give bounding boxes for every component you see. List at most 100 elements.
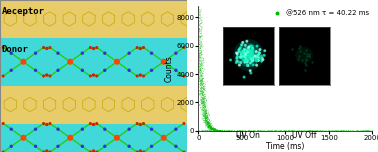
Point: [209, 128, 215, 131]
Point: [196, 16, 202, 18]
Point: [199, 45, 205, 47]
Point: [219, 129, 225, 132]
Point: [195, 54, 201, 57]
Point: [199, 56, 205, 59]
Point: [211, 128, 217, 131]
Point: [196, 54, 202, 56]
Point: [207, 123, 213, 125]
Point: [204, 115, 210, 118]
Point: [200, 110, 206, 113]
Point: [199, 77, 205, 79]
Point: [204, 123, 210, 125]
Point: [215, 129, 222, 131]
Point: [199, 101, 205, 103]
Point: [213, 129, 219, 132]
Point: [196, 11, 202, 13]
Point: [204, 120, 210, 123]
Point: [235, 130, 242, 132]
Point: [202, 112, 208, 115]
Point: [197, 59, 203, 61]
Circle shape: [81, 69, 84, 72]
Point: [363, 128, 369, 131]
Point: [354, 129, 360, 131]
Point: [217, 129, 223, 131]
Point: [240, 41, 246, 44]
Point: [209, 128, 215, 130]
Point: [195, 71, 201, 73]
Point: [197, 17, 203, 19]
Point: [200, 97, 206, 100]
Point: [237, 130, 243, 132]
Point: [222, 129, 228, 132]
Point: [300, 129, 306, 131]
Point: [245, 128, 251, 131]
Point: [208, 128, 214, 130]
Point: [296, 55, 302, 57]
Point: [200, 82, 206, 85]
Point: [203, 118, 209, 120]
Point: [366, 129, 372, 132]
Point: [200, 91, 206, 93]
Point: [208, 126, 214, 129]
Point: [236, 130, 242, 132]
Point: [217, 129, 223, 132]
Point: [239, 56, 245, 58]
Point: [219, 129, 225, 132]
Point: [195, 10, 201, 12]
Point: [210, 126, 216, 129]
Point: [295, 129, 301, 131]
Point: [199, 86, 205, 89]
Point: [197, 35, 203, 37]
Point: [210, 129, 216, 131]
Point: [201, 112, 208, 114]
Point: [269, 129, 275, 131]
Point: [197, 46, 203, 49]
Point: [245, 64, 251, 67]
Point: [220, 130, 226, 132]
Point: [237, 129, 243, 131]
Point: [209, 128, 215, 130]
Point: [197, 47, 203, 49]
Point: [204, 125, 210, 127]
Point: [202, 112, 208, 114]
Point: [210, 128, 216, 131]
Point: [216, 129, 222, 132]
Point: [204, 122, 211, 125]
Point: [313, 128, 319, 131]
Point: [204, 119, 210, 122]
Point: [253, 58, 259, 60]
Circle shape: [48, 122, 51, 125]
Point: [201, 93, 207, 95]
Point: [197, 63, 203, 65]
Point: [214, 129, 220, 132]
Point: [225, 129, 231, 131]
Point: [223, 130, 229, 132]
Point: [202, 114, 208, 117]
Point: [200, 93, 206, 95]
Point: [207, 127, 213, 130]
Point: [249, 129, 256, 131]
Point: [198, 35, 204, 37]
Point: [228, 130, 234, 132]
Point: [197, 83, 203, 85]
Point: [303, 59, 309, 62]
Point: [242, 129, 248, 131]
Point: [196, 0, 202, 2]
Point: [197, 51, 203, 53]
Point: [205, 112, 211, 114]
Point: [248, 54, 254, 56]
Point: [212, 128, 218, 130]
Point: [304, 130, 310, 132]
Point: [277, 129, 284, 131]
Point: [203, 128, 209, 131]
Point: [199, 92, 205, 94]
Point: [218, 129, 225, 132]
Point: [200, 104, 206, 106]
Point: [231, 129, 237, 131]
Point: [224, 129, 230, 131]
Circle shape: [103, 52, 107, 55]
Point: [196, 19, 202, 21]
Point: [297, 129, 304, 131]
Point: [196, 46, 202, 48]
Point: [306, 129, 312, 131]
